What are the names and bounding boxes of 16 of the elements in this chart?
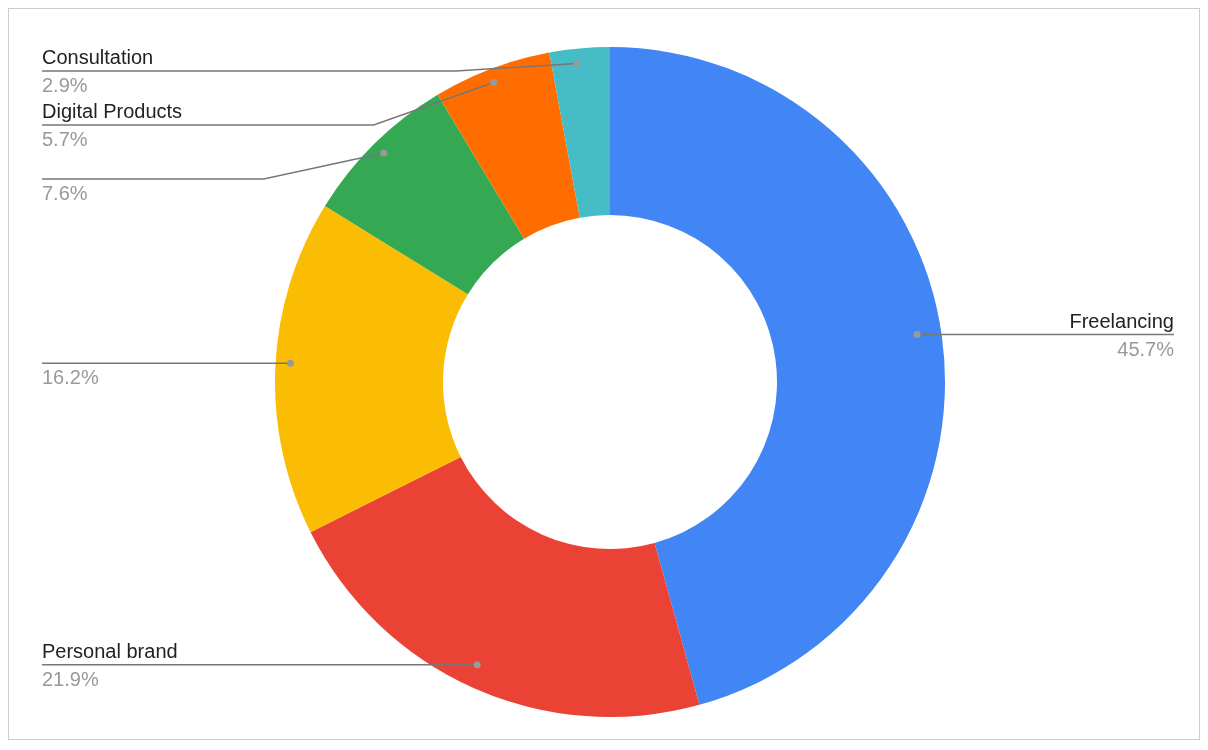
donut-slice [275, 206, 468, 533]
slice-label: Personal brand [42, 639, 178, 662]
donut-slice [610, 47, 945, 705]
donut-slice [324, 94, 525, 295]
data-label: 21.9% [42, 667, 99, 690]
data-label: 5.7% [42, 128, 88, 150]
donut-slice [437, 52, 580, 239]
slice-label: Consultation [42, 46, 154, 68]
data-label: 16.2% [42, 366, 99, 389]
data-label: 45.7% [1117, 337, 1175, 360]
data-label: 2.9% [42, 74, 88, 96]
slice-label: Freelancing [1069, 309, 1174, 332]
data-label: 7.6% [42, 182, 88, 204]
donut-slice [310, 456, 700, 717]
slice-label: Digital Products [42, 100, 183, 122]
donut-slice [549, 47, 610, 218]
